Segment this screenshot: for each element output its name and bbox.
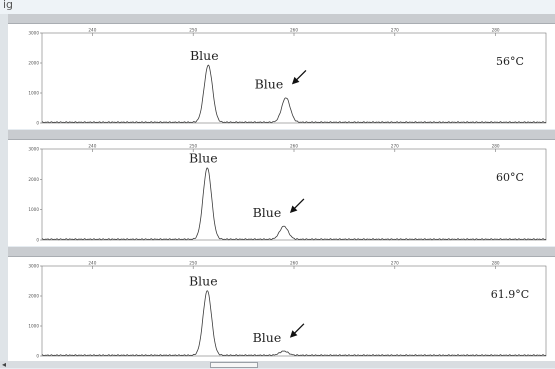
x-tick-label: 240 [88,261,96,266]
left-edge [0,14,8,361]
panel-separator [8,130,555,139]
x-tick-label: 280 [492,144,500,149]
electropherogram-trace [41,167,547,241]
y-tick-label: 1000 [28,207,39,212]
y-tick-label: 3000 [28,31,39,36]
arrow-icon [289,205,298,213]
peak-label: Blue [189,151,218,166]
electropherogram-plot-1: 240 250 260 270 280 0 1000 2000 3000 Blue Blue 56°C [28,28,547,126]
x-tick-label: 260 [290,261,298,266]
x-tick-label: 270 [391,144,399,149]
temperature-label: 60°C [496,171,524,184]
panel-separator [8,247,555,256]
x-tick-label: 280 [492,261,500,266]
temperature-label: 56°C [496,55,524,68]
electropherogram-panel-2: 240 250 260 270 280 0 1000 2000 3000 Blue Blue 60°C [8,139,555,246]
plot-frame [41,265,547,357]
y-tick-label: 0 [36,121,39,126]
window-title-fragment: ig [3,0,14,11]
horizontal-scrollbar[interactable] [0,361,555,368]
window-title-bar: ig [0,0,555,14]
scrollbar-thumb[interactable] [210,362,258,368]
y-tick-label: 2000 [28,294,39,299]
electropherogram-panel-1: 240 250 260 270 280 0 1000 2000 3000 Blue Blue 56°C [8,23,555,129]
peak-label: Blue [253,205,282,220]
electropherogram-trace [41,290,547,357]
electropherogram-trace [41,64,547,124]
x-tick-label: 250 [189,261,197,266]
arrow-icon [289,330,298,338]
x-tick-label: 260 [290,28,298,33]
temperature-label: 61.9°C [491,288,529,301]
y-tick-label: 0 [36,354,39,359]
x-tick-label: 250 [189,28,197,33]
y-tick-label: 2000 [28,177,39,182]
electropherogram-plot-3: 240 250 260 270 280 0 1000 2000 3000 Blue Blue 61.9… [28,261,547,359]
y-tick-label: 3000 [28,147,39,152]
y-tick-label: 0 [36,238,39,243]
y-tick-label: 2000 [28,61,39,66]
x-tick-label: 240 [88,144,96,149]
peak-label: Blue [190,48,219,63]
x-tick-label: 270 [391,261,399,266]
plot-frame [41,148,547,241]
y-tick-label: 1000 [28,91,39,96]
x-tick-label: 240 [88,28,96,33]
peak-label: Blue [255,76,284,91]
panel-separator [8,14,555,23]
x-tick-label: 260 [290,144,298,149]
x-tick-label: 250 [189,144,197,149]
scroll-left-arrow-icon[interactable]: ◂ [2,360,7,369]
plot-frame [41,32,547,124]
x-tick-label: 280 [492,28,500,33]
peak-label: Blue [253,330,282,345]
y-tick-label: 1000 [28,324,39,329]
arrow-icon [291,76,300,85]
electropherogram-plot-2: 240 250 260 270 280 0 1000 2000 3000 Blue Blue 60°C [28,144,547,243]
electropherogram-panel-3: 240 250 260 270 280 0 1000 2000 3000 Blue Blue 61.9… [8,256,555,362]
x-tick-label: 270 [391,28,399,33]
peak-label: Blue [189,274,218,289]
y-tick-label: 3000 [28,264,39,269]
